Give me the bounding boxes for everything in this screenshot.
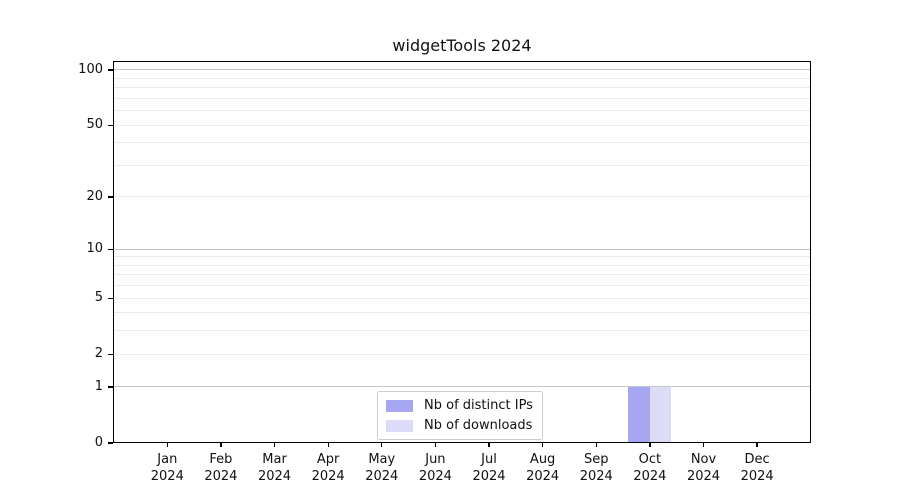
minor-gridline	[114, 142, 810, 144]
x-tick-mark	[327, 443, 329, 447]
y-tick-mark	[108, 386, 113, 388]
x-tick-mark	[273, 443, 276, 447]
y-tick-label: 100	[78, 61, 103, 77]
x-tick-mark	[220, 443, 222, 447]
legend-label-downloads: Nb of downloads	[424, 418, 533, 433]
x-tick-mark	[488, 443, 490, 447]
minor-gridline	[114, 353, 810, 355]
x-tick-mark	[595, 443, 597, 447]
x-tick-label: Sep 2024	[579, 452, 613, 485]
x-tick-mark	[381, 443, 383, 447]
x-tick-label: Dec 2024	[740, 452, 774, 485]
x-tick-label: May 2024	[365, 452, 399, 485]
major-gridline	[114, 69, 810, 71]
x-tick-mark	[541, 443, 544, 447]
y-tick-label: 50	[86, 117, 103, 133]
y-tick-label: 1	[94, 378, 103, 394]
minor-gridline	[114, 97, 810, 99]
chart-title: widgetTools 2024	[392, 36, 532, 55]
y-tick-mark	[108, 297, 113, 299]
y-tick-label: 20	[86, 188, 103, 204]
x-tick-label: Jan 2024	[150, 452, 184, 485]
minor-gridline	[114, 297, 810, 299]
minor-gridline	[114, 256, 810, 258]
minor-gridline	[114, 330, 810, 332]
bar-distinct-ips	[628, 386, 650, 443]
x-tick-mark	[702, 443, 705, 447]
minor-gridline	[114, 285, 810, 287]
x-tick-mark	[166, 443, 168, 447]
y-tick-mark	[108, 248, 113, 250]
legend-swatch-distinct-ips	[386, 399, 413, 412]
minor-gridline	[114, 110, 810, 112]
minor-gridline	[114, 274, 810, 276]
x-tick-label: Mar 2024	[257, 452, 292, 485]
x-tick-label: Feb 2024	[204, 452, 238, 485]
minor-gridline	[114, 124, 810, 126]
x-tick-label: Oct 2024	[633, 452, 667, 485]
legend-item-downloads: Nb of downloads	[386, 418, 533, 433]
bar-downloads	[649, 386, 672, 443]
x-tick-mark	[756, 443, 758, 447]
minor-gridline	[114, 312, 810, 314]
x-tick-label: Apr 2024	[311, 452, 345, 485]
x-tick-label: Jun 2024	[418, 452, 452, 485]
minor-gridline	[114, 77, 810, 79]
minor-gridline	[114, 264, 810, 266]
major-gridline	[114, 386, 810, 388]
x-tick-mark	[434, 443, 437, 447]
y-tick-label: 10	[86, 241, 103, 257]
legend: Nb of distinct IPs Nb of downloads	[377, 391, 543, 440]
y-tick-mark	[108, 124, 113, 126]
y-tick-label: 5	[94, 290, 103, 306]
legend-label-distinct-ips: Nb of distinct IPs	[424, 398, 533, 413]
x-tick-label: Nov 2024	[686, 452, 721, 485]
legend-item-distinct-ips: Nb of distinct IPs	[386, 398, 533, 413]
x-tick-mark	[649, 443, 651, 447]
minor-gridline	[114, 164, 810, 166]
y-tick-mark	[108, 353, 113, 355]
minor-gridline	[114, 87, 810, 89]
major-gridline	[114, 248, 810, 250]
y-tick-mark	[108, 442, 113, 444]
legend-swatch-downloads	[386, 419, 413, 432]
y-tick-label: 0	[94, 435, 103, 450]
minor-gridline	[114, 196, 810, 198]
y-tick-label: 2	[94, 346, 103, 362]
y-tick-mark	[108, 69, 113, 71]
x-tick-label: Aug 2024	[526, 452, 560, 485]
x-tick-label: Jul 2024	[472, 452, 506, 485]
y-tick-mark	[108, 196, 113, 198]
